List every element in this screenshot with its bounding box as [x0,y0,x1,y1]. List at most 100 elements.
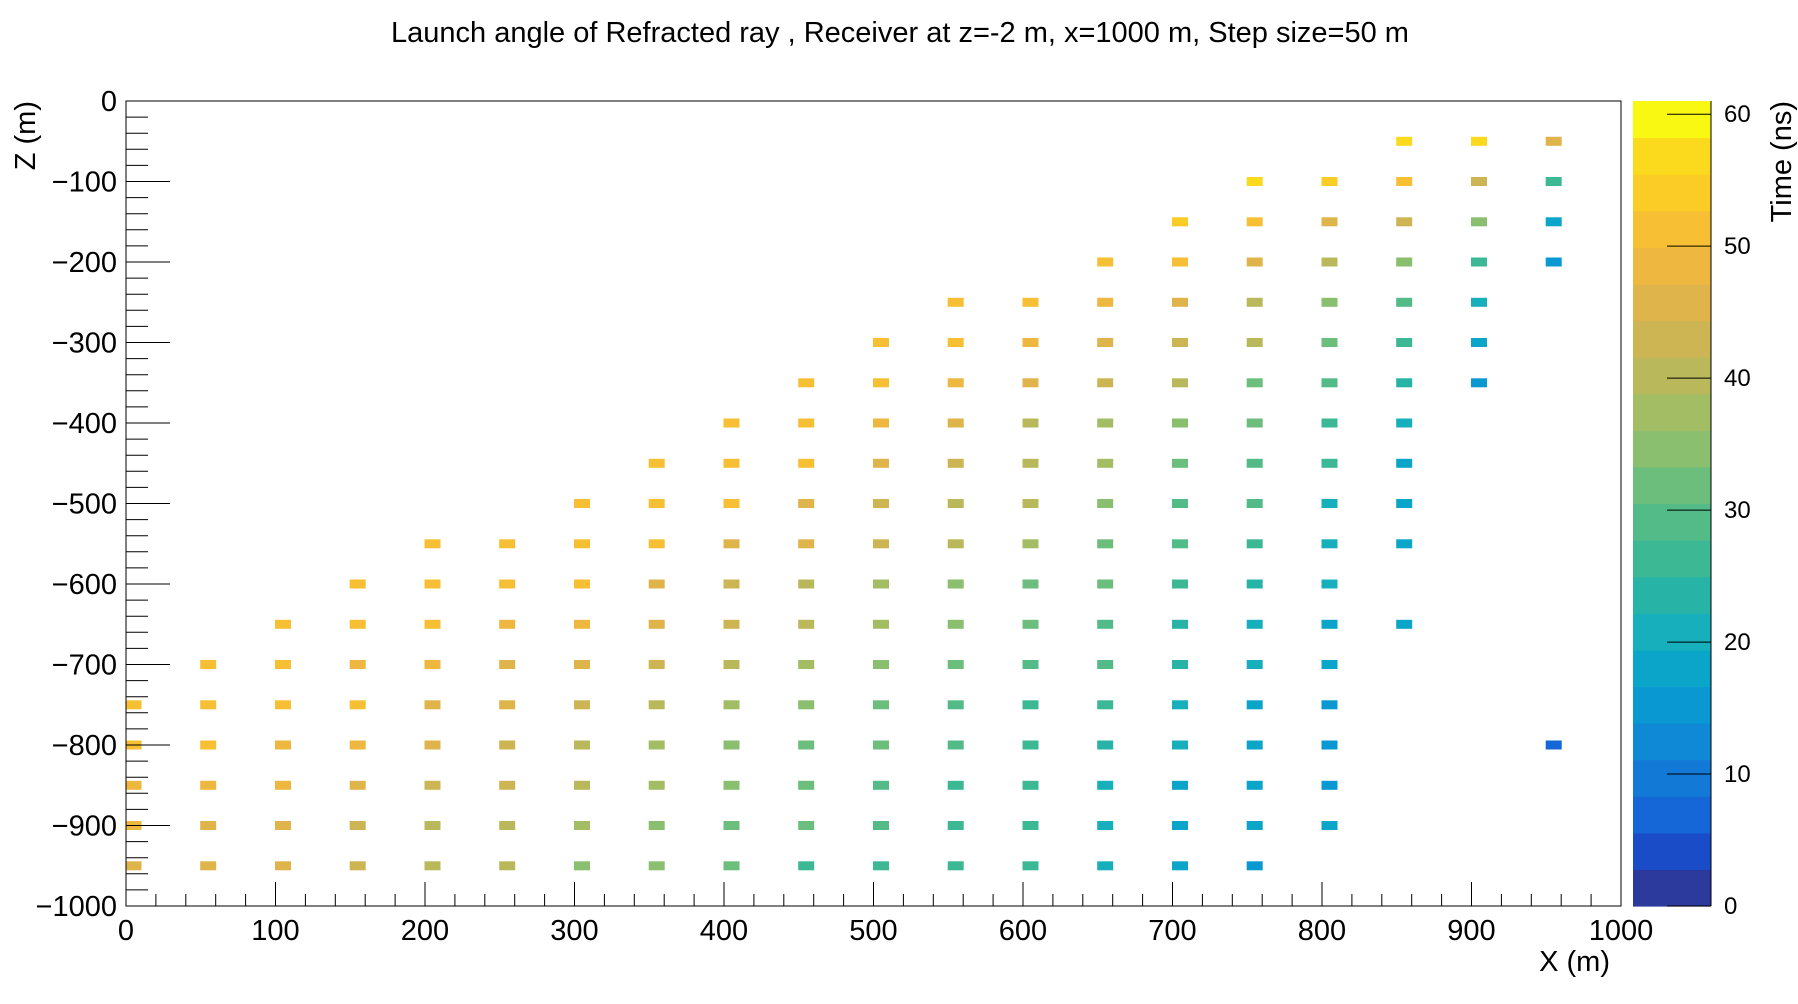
heatmap-cell [424,740,441,750]
heatmap-cell [1246,821,1263,830]
x-tick-label: 300 [550,915,598,947]
heatmap-cell [1172,378,1188,388]
heatmap-cell [1396,136,1413,146]
heatmap-cell [1471,217,1487,227]
heatmap-cell [349,821,366,830]
heatmap-cell [424,700,441,710]
heatmap-cell [1097,740,1114,750]
heatmap-cell [1172,418,1188,428]
heatmap-cell [1396,177,1413,186]
heatmap-cell [648,660,665,669]
heatmap-cell [424,780,441,790]
heatmap-cell [1097,660,1114,669]
heatmap-cell [1471,297,1487,307]
heatmap-cell [947,539,964,549]
heatmap-cell [574,579,590,589]
heatmap-cell [1022,338,1039,347]
heatmap-cell [873,861,889,871]
heatmap-cell [499,740,516,750]
heatmap-cell [1097,579,1114,589]
heatmap-cell [947,660,964,669]
heatmap-cell [1097,338,1114,347]
heatmap-cell [1321,821,1338,830]
heatmap-cell [1172,780,1188,790]
heatmap-cell [1097,257,1114,267]
heatmap-cell [275,660,291,669]
colorbar-band [1633,210,1711,248]
heatmap-cell [200,821,217,830]
heatmap-cell [1471,136,1487,146]
heatmap-cell [723,418,740,428]
heatmap-cell [1396,338,1413,347]
colorbar-band [1633,357,1711,395]
colorbar-band [1633,137,1711,175]
colorbar-band [1633,466,1711,505]
heatmap-cell [1097,780,1114,790]
colorbar-band [1633,686,1711,724]
heatmap-cell [1321,257,1338,267]
colorbar-band [1633,101,1711,139]
heatmap-cell [1172,257,1188,267]
colorbar-tick-label: 0 [1724,893,1737,920]
x-tick-label: 100 [251,915,299,947]
heatmap-cell [1022,660,1039,669]
heatmap-cell [349,861,366,871]
heatmap-cell [1246,780,1263,790]
y-tick-label: −200 [52,247,117,279]
heatmap-cell [648,700,665,710]
heatmap-cell [1471,378,1487,388]
y-tick-label: −800 [52,730,117,762]
heatmap-cell [275,619,291,629]
colorbar-tick-label: 30 [1724,497,1751,524]
heatmap-cell [1246,217,1263,227]
colorbar-band [1633,576,1711,614]
heatmap-cell [1172,499,1188,508]
heatmap-cell [574,700,590,710]
heatmap-cell [723,740,740,750]
colorbar-tick-label: 20 [1724,629,1751,656]
heatmap-cell [200,700,217,710]
heatmap-cell [798,458,815,468]
heatmap-cell [424,660,441,669]
heatmap-cell [1097,297,1114,307]
heatmap-cell [1022,700,1039,710]
heatmap-cell [1097,539,1114,549]
heatmap-cell [1471,257,1487,267]
colorbar-tick-label: 60 [1724,101,1751,128]
heatmap-cell [574,780,590,790]
y-tick-label: −900 [52,811,117,843]
heatmap-cell [947,499,964,508]
heatmap-cell [1022,740,1039,750]
heatmap-cell [873,821,889,830]
heatmap-cell [1097,458,1114,468]
heatmap-cell [798,861,815,871]
x-tick-label: 400 [700,915,748,947]
x-tick-label: 900 [1447,915,1495,947]
heatmap-cell [1396,499,1413,508]
colorbar-band [1633,796,1711,834]
heatmap-cell [947,861,964,871]
colorbar-band [1633,869,1711,907]
heatmap-cell [1172,861,1188,871]
heatmap-cell [873,660,889,669]
heatmap-cell [499,539,516,549]
heatmap-cell [1022,539,1039,549]
heatmap-cell [1172,821,1188,830]
heatmap-cell [1246,177,1263,186]
heatmap-cell [1396,418,1413,428]
y-tick-label: 0 [101,86,117,118]
heatmap-cell [1545,136,1562,146]
heatmap-cell [873,579,889,589]
color-scale-bar: 0 10 20 30 40 50 60 [1633,101,1751,920]
y-axis: 0 −100 −200 −300 −400 −500 −600 −700 −800 −900 −10… [36,86,170,923]
heatmap-cell [1172,619,1188,629]
heatmap-cell [574,740,590,750]
heatmap-cell [1097,861,1114,871]
heatmap-cell [275,861,291,871]
heatmap-cell [1396,217,1413,227]
heatmap-cell [349,700,366,710]
heatmap-cell [873,700,889,710]
heatmap-cell [1097,378,1114,388]
heatmap-cell [1246,499,1263,508]
heatmap-cell [200,861,217,871]
